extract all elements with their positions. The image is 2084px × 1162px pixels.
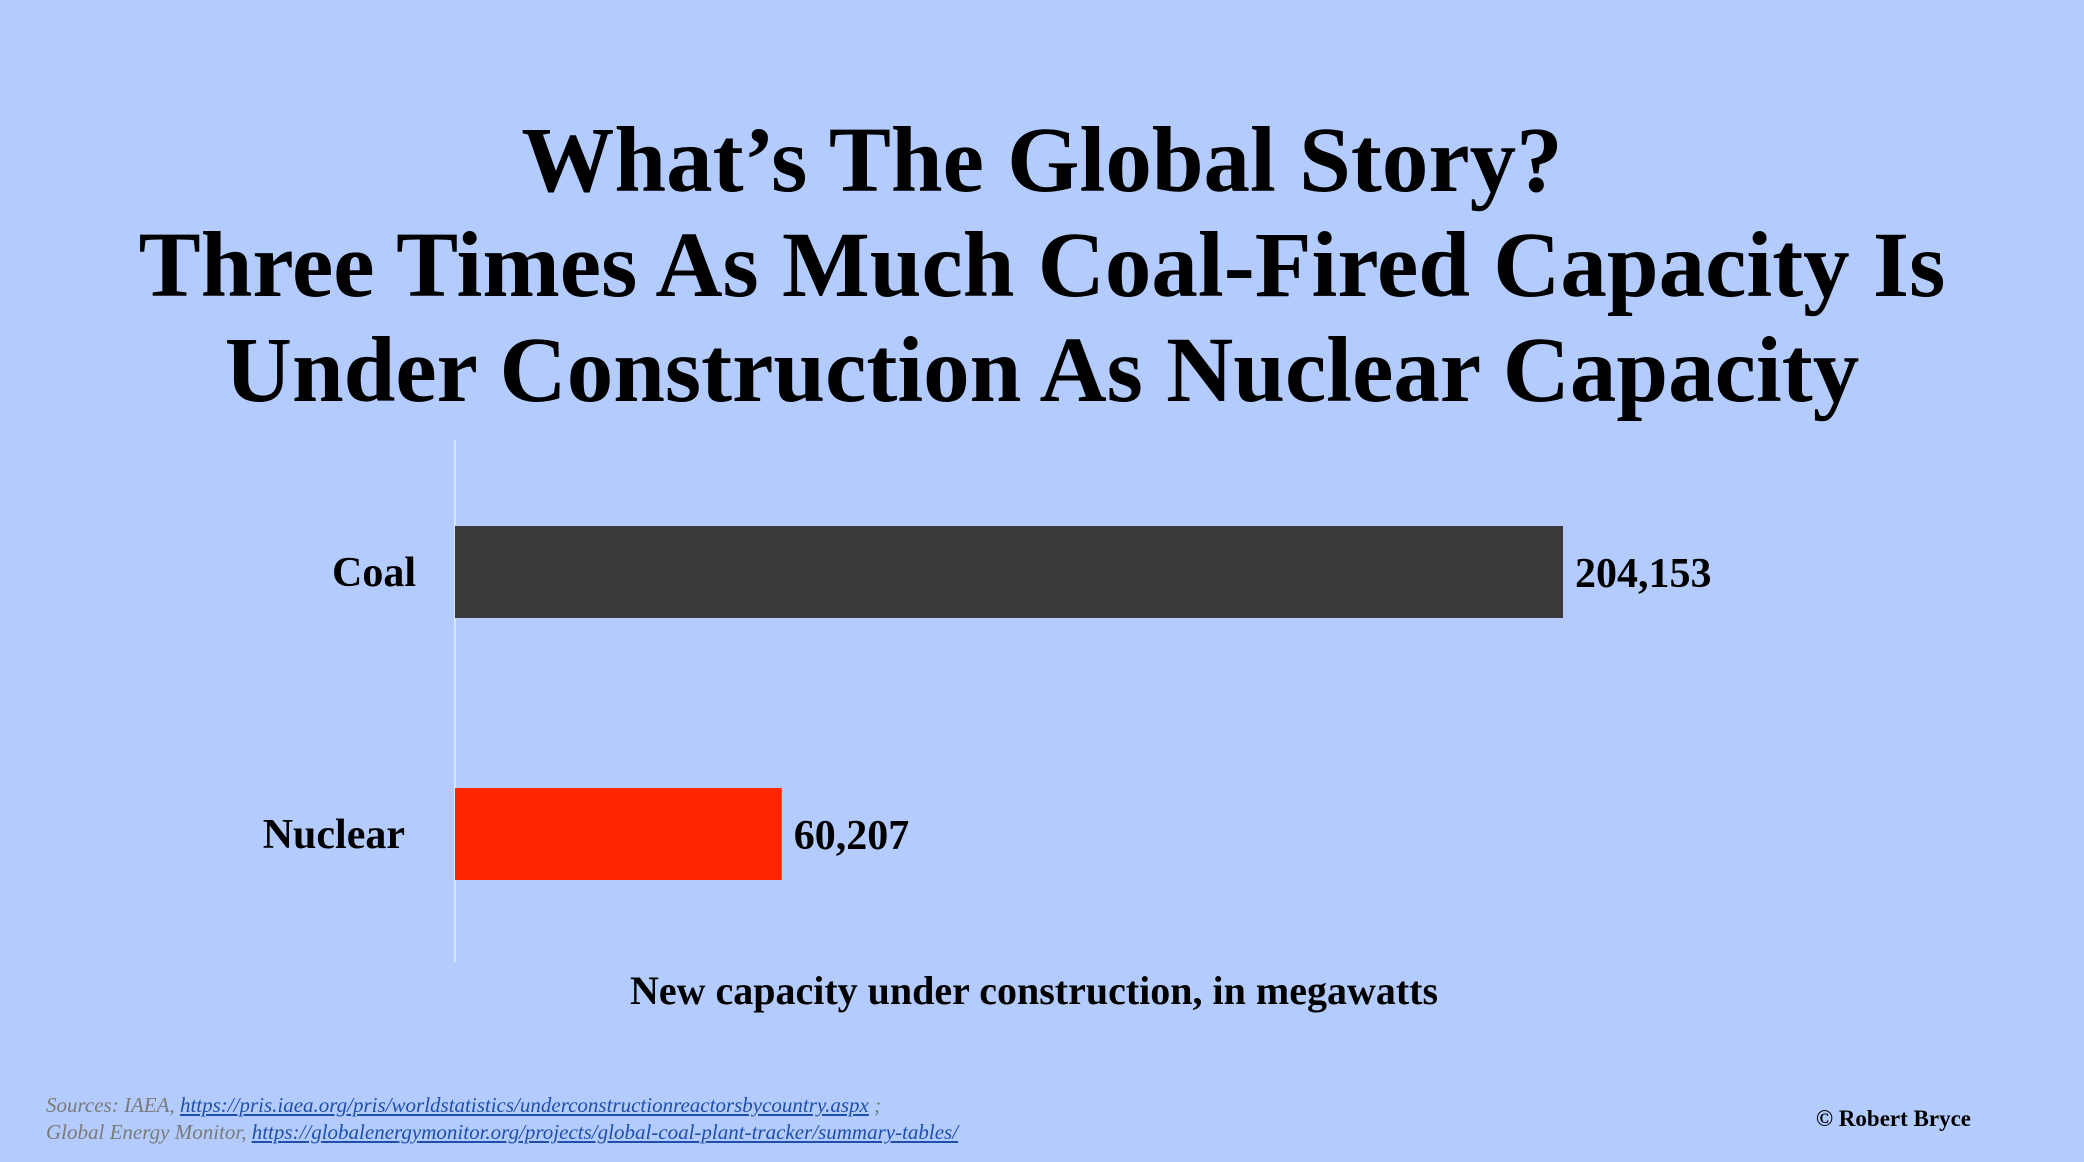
sources-line-2: Global Energy Monitor, https://globalene… [46,1119,958,1146]
category-label-nuclear: Nuclear [263,812,405,858]
sources-prefix-2: Global Energy Monitor, [46,1120,247,1144]
bar-nuclear [455,788,782,880]
category-label-coal: Coal [332,550,416,596]
iaea-link[interactable]: https://pris.iaea.org/pris/worldstatisti… [179,1093,869,1117]
chart-title: What’s The Global Story? Three Times As … [0,108,2084,423]
copyright: © Robert Bryce [1815,1106,1971,1131]
x-axis-label: New capacity under construction, in mega… [630,968,1438,1013]
sources-prefix-1: Sources: IAEA, [46,1093,175,1117]
sources-suffix-1: ; [874,1093,882,1117]
title-line-1: What’s The Global Story? [521,109,1563,212]
value-label-coal: 204,153 [1575,551,1712,597]
bar-coal [455,526,1563,618]
title-line-3: Under Construction As Nuclear Capacity [224,319,1860,422]
value-label-nuclear: 60,207 [794,813,910,859]
sources-note: Sources: IAEA, https://pris.iaea.org/pri… [46,1092,958,1146]
sources-line-1: Sources: IAEA, https://pris.iaea.org/pri… [46,1092,958,1119]
title-line-2: Three Times As Much Coal-Fired Capacity … [138,214,1946,317]
gem-link[interactable]: https://globalenergymonitor.org/projects… [251,1120,959,1144]
